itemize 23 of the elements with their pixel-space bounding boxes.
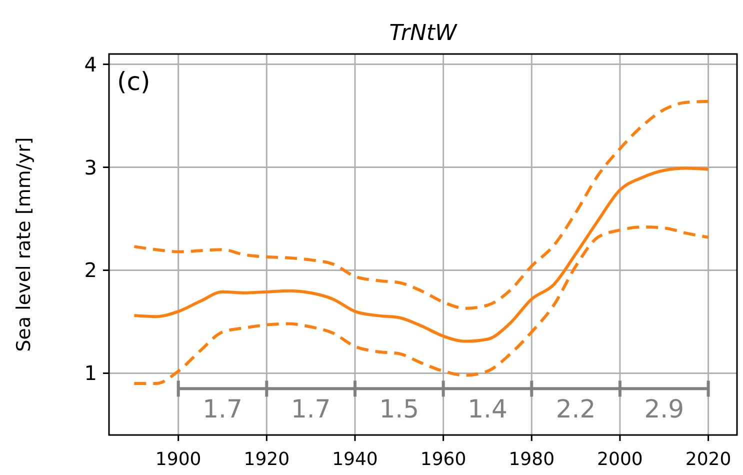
chart-title: TrNtW: [389, 21, 458, 46]
line-series: [132, 100, 710, 310]
x-tick-label: 1900: [155, 449, 202, 470]
y-tick-label: 1: [84, 361, 97, 386]
line-series: [132, 166, 710, 343]
x-tick-label: 1980: [508, 449, 555, 470]
y-tick-label: 2: [84, 258, 97, 282]
annotation: 1.4: [468, 394, 508, 424]
x-tick-label: 2000: [597, 449, 643, 470]
y-tick-label: 3: [84, 155, 97, 180]
y-axis-title: Sea level rate [mm/yr]: [13, 137, 35, 352]
annotation: 2.2: [556, 394, 596, 424]
x-tick-label: 2020: [685, 449, 732, 470]
y-tick-label: 4: [84, 52, 97, 76]
annotation: 1.5: [379, 394, 420, 424]
x-tick-label: 1960: [420, 449, 466, 470]
annotation: (c): [117, 67, 150, 96]
x-tick-label: 1940: [332, 449, 378, 470]
annotation: 2.9: [644, 394, 684, 424]
annotation: 1.7: [290, 394, 331, 424]
line-series: [132, 225, 710, 386]
annotation: 1.7: [202, 394, 242, 424]
x-tick-label: 1920: [244, 449, 290, 470]
